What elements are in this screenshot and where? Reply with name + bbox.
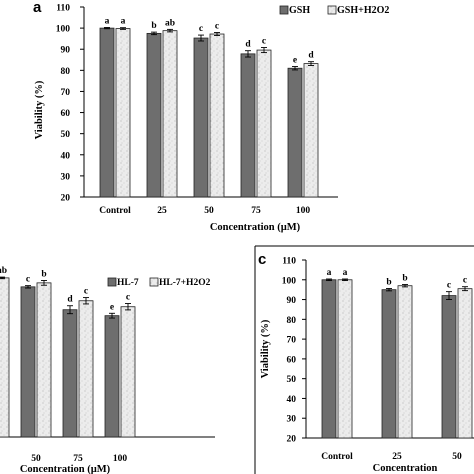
significance-label: c xyxy=(463,276,467,286)
panel-a-chart: a 20 30 40 50 60 70 80 90 100 110 a a Control b ab 25 c c 5… xyxy=(33,0,389,233)
significance-label: b xyxy=(402,274,407,284)
bar-series-2 xyxy=(256,49,272,198)
significance-label: c xyxy=(84,287,88,297)
bar-series-1 xyxy=(441,295,457,439)
significance-label: d xyxy=(67,295,73,305)
bar-series-1 xyxy=(287,67,303,198)
legend-swatch xyxy=(327,5,337,15)
y-tick-label: 90 xyxy=(287,296,297,306)
bar-series-2 xyxy=(457,288,473,439)
y-tick-label: 60 xyxy=(61,109,71,119)
x-axis-title: Concentration (µM) xyxy=(210,222,301,233)
bar-series-2 xyxy=(78,300,94,438)
bar-series-1 xyxy=(104,315,120,438)
bar-series-1 xyxy=(193,37,209,198)
y-tick-label: 100 xyxy=(56,25,71,35)
x-tick-label: 75 xyxy=(73,454,83,464)
bar-series-2 xyxy=(303,63,319,198)
y-tick-label: 50 xyxy=(61,130,71,140)
panel-letter: c xyxy=(258,251,266,268)
y-tick-label: 90 xyxy=(61,46,71,56)
x-axis-title: Concentration (µM) xyxy=(20,464,111,474)
panel-letter: a xyxy=(33,0,42,16)
significance-label: e xyxy=(293,56,297,66)
y-tick-label: 30 xyxy=(61,172,71,182)
y-axis-title: Viability (%) xyxy=(260,319,271,378)
bar-series-1 xyxy=(146,32,162,198)
significance-label: d xyxy=(308,51,314,61)
significance-label: e xyxy=(110,302,114,312)
significance-label: c xyxy=(26,275,30,285)
bar-series-2 xyxy=(397,285,413,439)
bar-series-2 xyxy=(337,279,353,439)
x-axis-title: Concentration xyxy=(373,463,438,474)
significance-label: b xyxy=(41,269,46,279)
x-tick-label: 100 xyxy=(296,206,311,216)
y-tick-label: 20 xyxy=(287,435,297,445)
panel-c-chart: c 20 30 40 50 60 70 80 90 100 110 a a Control b b 25 c c 50… xyxy=(258,251,474,474)
y-tick-label: 70 xyxy=(287,336,297,346)
y-axis-title: Viability (%) xyxy=(34,80,45,139)
bar-series-2 xyxy=(209,33,225,198)
y-tick-label: 70 xyxy=(61,88,71,98)
significance-label: a xyxy=(327,268,332,278)
bar-series-1 xyxy=(381,289,397,439)
x-tick-label: Control xyxy=(321,452,353,462)
bar-series-2 xyxy=(0,277,10,438)
bar-series-1 xyxy=(20,286,36,438)
bar-series-2 xyxy=(162,30,178,198)
significance-label: c xyxy=(262,37,266,47)
significance-label: ab xyxy=(0,266,7,276)
y-tick-label: 30 xyxy=(287,415,297,425)
legend-label: GSH xyxy=(289,5,310,16)
x-tick-label: 50 xyxy=(452,452,462,462)
y-tick-label: 100 xyxy=(282,276,297,286)
x-tick-label: 100 xyxy=(113,454,128,464)
y-tick-label: 110 xyxy=(282,257,296,267)
legend-swatch xyxy=(107,277,117,287)
significance-label: a xyxy=(121,17,126,27)
bar-series-2 xyxy=(120,306,136,438)
y-tick-label: 110 xyxy=(56,4,70,14)
panel-b-chart: aabcb50dc75ec100Concentration (µM)HL-7HL… xyxy=(0,266,215,474)
legend-label: HL-7 xyxy=(117,278,139,288)
significance-label: c xyxy=(215,22,219,32)
significance-label: a xyxy=(105,16,110,26)
y-tick-label: 80 xyxy=(61,67,71,77)
x-tick-label: 75 xyxy=(251,206,261,216)
x-tick-label: 50 xyxy=(31,454,41,464)
significance-label: c xyxy=(199,24,203,34)
bar-series-1 xyxy=(321,279,337,439)
y-tick-label: 40 xyxy=(287,395,297,405)
significance-label: a xyxy=(343,268,348,278)
y-tick-label: 50 xyxy=(287,375,297,385)
y-tick-label: 80 xyxy=(287,316,297,326)
legend-label: GSH+H2O2 xyxy=(337,5,389,16)
x-tick-label: 50 xyxy=(204,206,214,216)
significance-label: c xyxy=(447,281,451,291)
significance-label: c xyxy=(126,293,130,303)
significance-label: d xyxy=(245,40,251,50)
legend-swatch xyxy=(279,5,289,15)
x-tick-label: 25 xyxy=(157,206,167,216)
legend-label: HL-7+H2O2 xyxy=(159,278,211,288)
bar-series-1 xyxy=(99,27,115,198)
bar-series-2 xyxy=(36,282,52,438)
y-tick-label: 40 xyxy=(61,151,71,161)
significance-label: b xyxy=(151,21,156,31)
significance-label: b xyxy=(386,277,391,287)
bar-series-1 xyxy=(62,309,78,438)
y-tick-label: 60 xyxy=(287,355,297,365)
bar-series-1 xyxy=(240,53,256,198)
x-tick-label: Control xyxy=(99,206,131,216)
significance-label: ab xyxy=(165,18,175,28)
legend-swatch xyxy=(149,277,159,287)
y-tick-label: 20 xyxy=(61,194,71,204)
x-tick-label: 25 xyxy=(392,452,402,462)
bar-series-2 xyxy=(115,28,131,198)
